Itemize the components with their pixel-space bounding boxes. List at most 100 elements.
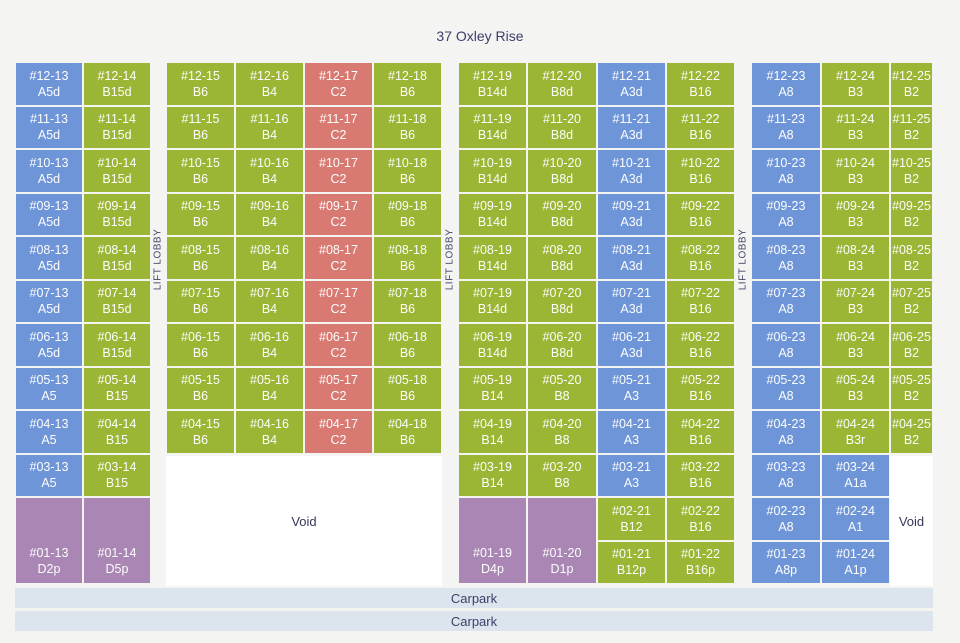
unit-cell[interactable]: #05-15 B6 bbox=[166, 366, 235, 410]
unit-cell[interactable]: #10-25 B2 bbox=[890, 149, 933, 193]
unit-cell[interactable]: #10-22 B16 bbox=[666, 149, 735, 193]
unit-cell[interactable]: #10-17 C2 bbox=[304, 149, 373, 193]
unit-cell[interactable]: #07-18 B6 bbox=[373, 279, 442, 323]
unit-cell[interactable]: #07-16 B4 bbox=[235, 279, 304, 323]
unit-cell[interactable]: #08-24 B3 bbox=[821, 236, 890, 280]
unit-cell[interactable]: #10-15 B6 bbox=[166, 149, 235, 193]
unit-cell[interactable]: #08-14 B15d bbox=[83, 236, 151, 280]
unit-cell[interactable]: #10-20 B8d bbox=[527, 149, 597, 193]
unit-cell[interactable]: #06-23 A8 bbox=[751, 323, 821, 367]
unit-cell[interactable]: #01-20 D1p bbox=[527, 497, 597, 584]
unit-cell[interactable]: #04-19 B14 bbox=[458, 410, 527, 454]
unit-cell[interactable]: #07-17 C2 bbox=[304, 279, 373, 323]
unit-cell[interactable]: #01-24 A1p bbox=[821, 540, 890, 584]
unit-cell[interactable]: #12-13 A5d bbox=[15, 62, 83, 106]
unit-cell[interactable]: #04-15 B6 bbox=[166, 410, 235, 454]
unit-cell[interactable]: #01-23 A8p bbox=[751, 540, 821, 584]
unit-cell[interactable]: #09-22 B16 bbox=[666, 192, 735, 236]
unit-cell[interactable]: #08-19 B14d bbox=[458, 236, 527, 280]
unit-cell[interactable]: #06-17 C2 bbox=[304, 323, 373, 367]
unit-cell[interactable]: #09-20 B8d bbox=[527, 192, 597, 236]
unit-cell[interactable]: #09-13 A5d bbox=[15, 192, 83, 236]
unit-cell[interactable]: #04-18 B6 bbox=[373, 410, 442, 454]
unit-cell[interactable]: #08-15 B6 bbox=[166, 236, 235, 280]
unit-cell[interactable]: #12-16 B4 bbox=[235, 62, 304, 106]
unit-cell[interactable]: #10-23 A8 bbox=[751, 149, 821, 193]
unit-cell[interactable]: #06-21 A3d bbox=[597, 323, 666, 367]
unit-cell[interactable]: #03-13 A5 bbox=[15, 453, 83, 497]
unit-cell[interactable]: #04-17 C2 bbox=[304, 410, 373, 454]
unit-cell[interactable]: #10-18 B6 bbox=[373, 149, 442, 193]
unit-cell[interactable]: #07-19 B14d bbox=[458, 279, 527, 323]
unit-cell[interactable]: #06-16 B4 bbox=[235, 323, 304, 367]
unit-cell[interactable]: #12-14 B15d bbox=[83, 62, 151, 106]
unit-cell[interactable]: #05-16 B4 bbox=[235, 366, 304, 410]
unit-cell[interactable]: #12-19 B14d bbox=[458, 62, 527, 106]
unit-cell[interactable]: #09-25 B2 bbox=[890, 192, 933, 236]
unit-cell[interactable]: #02-22 B16 bbox=[666, 497, 735, 541]
unit-cell[interactable]: #12-21 A3d bbox=[597, 62, 666, 106]
unit-cell[interactable]: #10-24 B3 bbox=[821, 149, 890, 193]
unit-cell[interactable]: #09-17 C2 bbox=[304, 192, 373, 236]
unit-cell[interactable]: #05-22 B16 bbox=[666, 366, 735, 410]
unit-cell[interactable]: #05-21 A3 bbox=[597, 366, 666, 410]
unit-cell[interactable]: #12-22 B16 bbox=[666, 62, 735, 106]
unit-cell[interactable]: #08-22 B16 bbox=[666, 236, 735, 280]
unit-cell[interactable]: #11-18 B6 bbox=[373, 105, 442, 149]
unit-cell[interactable]: #12-17 C2 bbox=[304, 62, 373, 106]
unit-cell[interactable]: #05-25 B2 bbox=[890, 366, 933, 410]
unit-cell[interactable]: #06-14 B15d bbox=[83, 323, 151, 367]
unit-cell[interactable]: #07-24 B3 bbox=[821, 279, 890, 323]
unit-cell[interactable]: #03-21 A3 bbox=[597, 453, 666, 497]
unit-cell[interactable]: #04-13 A5 bbox=[15, 410, 83, 454]
unit-cell[interactable]: #07-14 B15d bbox=[83, 279, 151, 323]
unit-cell[interactable]: #05-23 A8 bbox=[751, 366, 821, 410]
unit-cell[interactable]: #12-20 B8d bbox=[527, 62, 597, 106]
unit-cell[interactable]: #11-23 A8 bbox=[751, 105, 821, 149]
unit-cell[interactable]: #09-16 B4 bbox=[235, 192, 304, 236]
unit-cell[interactable]: #03-20 B8 bbox=[527, 453, 597, 497]
unit-cell[interactable]: #07-23 A8 bbox=[751, 279, 821, 323]
unit-cell[interactable]: #04-24 B3r bbox=[821, 410, 890, 454]
unit-cell[interactable]: #11-24 B3 bbox=[821, 105, 890, 149]
unit-cell[interactable]: #03-14 B15 bbox=[83, 453, 151, 497]
unit-cell[interactable]: #11-13 A5d bbox=[15, 105, 83, 149]
unit-cell[interactable]: #11-19 B14d bbox=[458, 105, 527, 149]
unit-cell[interactable]: #05-17 C2 bbox=[304, 366, 373, 410]
unit-cell[interactable]: #10-14 B15d bbox=[83, 149, 151, 193]
unit-cell[interactable]: #06-22 B16 bbox=[666, 323, 735, 367]
unit-cell[interactable]: #12-18 B6 bbox=[373, 62, 442, 106]
unit-cell[interactable]: #05-24 B3 bbox=[821, 366, 890, 410]
unit-cell[interactable]: #09-21 A3d bbox=[597, 192, 666, 236]
unit-cell[interactable]: #01-19 D4p bbox=[458, 497, 527, 584]
unit-cell[interactable]: #02-23 A8 bbox=[751, 497, 821, 541]
unit-cell[interactable]: #03-19 B14 bbox=[458, 453, 527, 497]
unit-cell[interactable]: #09-18 B6 bbox=[373, 192, 442, 236]
unit-cell[interactable]: #06-15 B6 bbox=[166, 323, 235, 367]
unit-cell[interactable]: #01-22 B16p bbox=[666, 540, 735, 584]
unit-cell[interactable]: #01-13 D2p bbox=[15, 497, 83, 584]
unit-cell[interactable]: #04-22 B16 bbox=[666, 410, 735, 454]
unit-cell[interactable]: #07-15 B6 bbox=[166, 279, 235, 323]
unit-cell[interactable]: #06-24 B3 bbox=[821, 323, 890, 367]
unit-cell[interactable]: #11-14 B15d bbox=[83, 105, 151, 149]
unit-cell[interactable]: #08-16 B4 bbox=[235, 236, 304, 280]
unit-cell[interactable]: #08-23 A8 bbox=[751, 236, 821, 280]
unit-cell[interactable]: #11-21 A3d bbox=[597, 105, 666, 149]
unit-cell[interactable]: #10-19 B14d bbox=[458, 149, 527, 193]
unit-cell[interactable]: #07-25 B2 bbox=[890, 279, 933, 323]
unit-cell[interactable]: #11-15 B6 bbox=[166, 105, 235, 149]
unit-cell[interactable]: #08-17 C2 bbox=[304, 236, 373, 280]
unit-cell[interactable]: #11-25 B2 bbox=[890, 105, 933, 149]
unit-cell[interactable]: #03-24 A1a bbox=[821, 453, 890, 497]
unit-cell[interactable]: #05-13 A5 bbox=[15, 366, 83, 410]
unit-cell[interactable]: #09-23 A8 bbox=[751, 192, 821, 236]
unit-cell[interactable]: #08-21 A3d bbox=[597, 236, 666, 280]
unit-cell[interactable]: #09-14 B15d bbox=[83, 192, 151, 236]
unit-cell[interactable]: #04-20 B8 bbox=[527, 410, 597, 454]
unit-cell[interactable]: #11-17 C2 bbox=[304, 105, 373, 149]
unit-cell[interactable]: #01-14 D5p bbox=[83, 497, 151, 584]
unit-cell[interactable]: #06-19 B14d bbox=[458, 323, 527, 367]
unit-cell[interactable]: #03-23 A8 bbox=[751, 453, 821, 497]
unit-cell[interactable]: #05-18 B6 bbox=[373, 366, 442, 410]
